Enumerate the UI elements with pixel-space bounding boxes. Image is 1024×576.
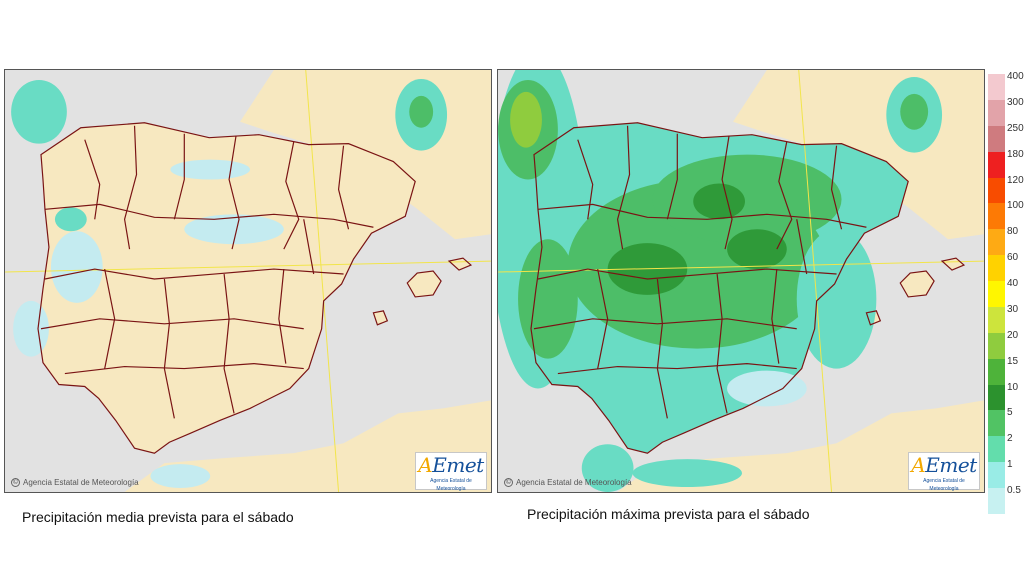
rain-south-light <box>727 370 807 407</box>
rain-strait <box>581 444 634 492</box>
rain-core-north <box>693 183 745 220</box>
rain-north-heavy <box>652 154 842 245</box>
legend-swatch <box>988 436 1005 463</box>
legend-tick-label: 10 <box>1007 381 1019 393</box>
rain-pyrenees-core <box>409 95 434 128</box>
legend-tick-label: 400 <box>1007 71 1024 82</box>
legend-swatch <box>988 99 1005 126</box>
legend-tick-label: 100 <box>1007 200 1024 212</box>
map-left-canvas <box>5 70 491 492</box>
aemet-logo-subtitle: Agencia Estatal de Meteorología <box>430 478 472 492</box>
rain-alboran <box>632 459 742 488</box>
legend-tick-label: 2 <box>1007 433 1013 445</box>
legend-swatch <box>988 410 1005 437</box>
rain-strait <box>150 464 211 489</box>
map-right-canvas <box>498 70 984 492</box>
legend-swatch <box>988 203 1005 230</box>
aemet-logo-subtitle: Agencia Estatal de Meteorología <box>923 478 965 492</box>
agency-credit-text: Agencia Estatal de Meteorología <box>23 478 139 487</box>
agency-credit: © Agencia Estatal de Meteorología <box>11 478 139 487</box>
legend-swatch <box>988 488 1005 514</box>
legend-swatch <box>988 332 1005 359</box>
mallorca-land <box>900 271 935 297</box>
legend-tick-label: 40 <box>1007 278 1019 289</box>
legend-tick-label: 5 <box>1007 407 1013 419</box>
ibiza-land <box>373 310 388 325</box>
aemet-logo-mark: AEmet <box>418 453 484 477</box>
agency-credit: © Agencia Estatal de Meteorología <box>504 478 632 487</box>
province-borders <box>530 122 966 454</box>
rain-galicia <box>50 231 103 303</box>
legend-swatch <box>988 151 1005 178</box>
legend-tick-label: 120 <box>1007 174 1024 186</box>
legend-tick-label: 60 <box>1007 252 1019 264</box>
rain-atlantic-core <box>510 91 542 148</box>
legend-tick-label: 0.5 <box>1007 485 1021 496</box>
rain-atlantic-n <box>11 79 67 144</box>
aemet-logo: AEmet Agencia Estatal de Meteorología <box>415 452 487 492</box>
legend-tick-label: 1 <box>1007 459 1013 471</box>
aemet-logo: AEmet Agencia Estatal de Meteorología <box>908 452 980 492</box>
province-borders <box>37 122 473 454</box>
legend-tick-label: 80 <box>1007 226 1019 238</box>
legend-swatch <box>988 384 1005 411</box>
rain-galicia-2 <box>54 207 87 232</box>
legend-swatch <box>988 281 1005 307</box>
legend-swatch <box>988 462 1005 488</box>
rain-cantabria <box>170 159 250 180</box>
aemet-logo-mark: AEmet <box>911 453 977 477</box>
legend-tick-label: 250 <box>1007 122 1024 134</box>
precipitation-legend <box>988 74 1005 514</box>
rain-core-east <box>727 229 787 270</box>
legend-tick-label: 300 <box>1007 96 1024 108</box>
iberia-land <box>37 122 416 454</box>
legend-swatch <box>988 306 1005 333</box>
map-max-precipitation: © Agencia Estatal de Meteorología AEmet … <box>497 69 985 493</box>
rain-pyrenees-core <box>900 93 929 130</box>
legend-swatch <box>988 229 1005 256</box>
caption-mean: Precipitación media prevista para el sáb… <box>22 509 294 525</box>
legend-tick-label: 180 <box>1007 148 1024 160</box>
legend-tick-label: 15 <box>1007 355 1019 367</box>
legend-swatch <box>988 74 1005 100</box>
legend-swatch <box>988 177 1005 204</box>
mallorca-land <box>407 271 442 297</box>
copyright-icon: © <box>11 478 20 487</box>
rain-west-portugal <box>518 239 578 359</box>
legend-tick-label: 20 <box>1007 329 1019 341</box>
caption-max: Precipitación máxima prevista para el sá… <box>527 506 810 522</box>
africa-land <box>124 400 491 492</box>
rain-north <box>184 214 284 245</box>
legend-swatch <box>988 255 1005 281</box>
legend-swatch <box>988 125 1005 152</box>
legend-tick-label: 30 <box>1007 303 1019 315</box>
legend-swatch <box>988 358 1005 385</box>
copyright-icon: © <box>504 478 513 487</box>
map-mean-precipitation: © Agencia Estatal de Meteorología AEmet … <box>4 69 492 493</box>
agency-credit-text: Agencia Estatal de Meteorología <box>516 478 632 487</box>
